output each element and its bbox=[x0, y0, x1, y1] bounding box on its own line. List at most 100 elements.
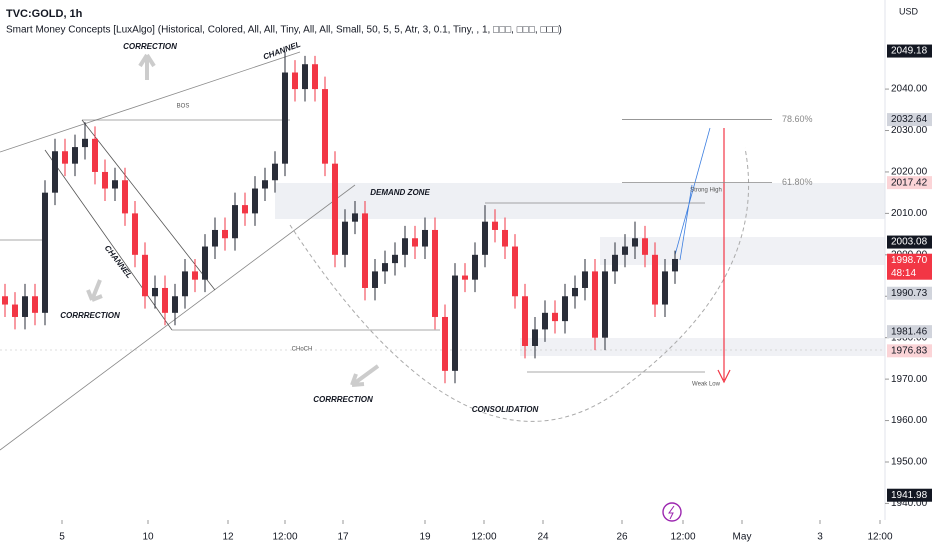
candle-body bbox=[562, 296, 568, 322]
candle-body bbox=[542, 312, 548, 330]
candle-body bbox=[412, 238, 418, 247]
candle-body bbox=[672, 258, 678, 272]
candle-body bbox=[442, 316, 448, 371]
price-tag bbox=[887, 286, 932, 300]
candle-body bbox=[142, 254, 148, 297]
x-tick-label: 10 bbox=[142, 532, 154, 543]
candle-body bbox=[332, 163, 338, 255]
candle-body bbox=[382, 263, 388, 272]
price-tag-label: 1941.98 bbox=[891, 490, 928, 501]
symbol: TVC:GOLD, 1h bbox=[6, 8, 83, 20]
annotation: CORRRECTION bbox=[313, 395, 373, 404]
price-tag-timer: 48:14 bbox=[891, 268, 916, 279]
annotation: CORRECTION bbox=[123, 42, 177, 51]
price-tag bbox=[887, 113, 932, 127]
candle-body bbox=[172, 296, 178, 313]
candle-body bbox=[652, 254, 658, 305]
candle-body bbox=[462, 275, 468, 280]
annotation: BOS bbox=[177, 104, 190, 110]
price-tag bbox=[887, 235, 932, 249]
x-tick-label: 26 bbox=[616, 532, 628, 543]
candle-body bbox=[502, 229, 508, 247]
y-tick-label: 1950.00 bbox=[891, 457, 928, 468]
candle-body bbox=[622, 246, 628, 255]
x-tick-label: 19 bbox=[419, 532, 431, 543]
price-tag-label: 2032.64 bbox=[891, 114, 928, 125]
candle-body bbox=[212, 229, 218, 247]
annotation: CORRRECTION bbox=[60, 311, 120, 320]
candle-body bbox=[82, 138, 88, 148]
candle-body bbox=[312, 64, 318, 90]
candle-body bbox=[632, 238, 638, 247]
candle-body bbox=[2, 296, 8, 305]
event-icon-bolt bbox=[668, 505, 675, 520]
price-tag bbox=[887, 253, 932, 280]
price-tag-label: 1981.46 bbox=[891, 326, 928, 337]
price-tag bbox=[887, 44, 932, 58]
annotation: Weak Low bbox=[692, 382, 721, 388]
candle-body bbox=[552, 312, 558, 322]
candle-body bbox=[122, 180, 128, 214]
candle-body bbox=[152, 287, 158, 297]
arrow-icon bbox=[350, 364, 380, 387]
arrow-icon bbox=[138, 53, 156, 80]
candle-body bbox=[452, 275, 458, 371]
candle-body bbox=[352, 213, 358, 222]
channel-line bbox=[0, 51, 301, 153]
price-tag-label: 2017.42 bbox=[891, 177, 928, 188]
x-tick-label: 12:00 bbox=[670, 532, 695, 543]
price-tag bbox=[887, 344, 932, 358]
x-tick-label: 12:00 bbox=[272, 532, 297, 543]
annotation: CHANNEL bbox=[103, 244, 134, 280]
candle-body bbox=[402, 238, 408, 255]
price-tag bbox=[887, 176, 932, 190]
candle-body bbox=[362, 213, 368, 288]
candle-body bbox=[472, 254, 478, 280]
y-tick-label: 1970.00 bbox=[891, 374, 928, 385]
y-tick-label: 2020.00 bbox=[891, 167, 928, 178]
price-tag-label: 1990.73 bbox=[891, 288, 928, 299]
candle-body bbox=[372, 271, 378, 288]
annotation: Strong High bbox=[690, 188, 722, 194]
price-tag-label: 1998.70 bbox=[891, 255, 928, 266]
price-tag-label: 2003.08 bbox=[891, 237, 928, 248]
annotation: CONSOLIDATION bbox=[472, 405, 539, 414]
x-tick-label: May bbox=[733, 532, 752, 543]
y-tick-label: 2040.00 bbox=[891, 84, 928, 95]
y-tick-label: 1960.00 bbox=[891, 415, 928, 426]
candle-body bbox=[12, 304, 18, 317]
consolidation-curve bbox=[289, 147, 749, 422]
candle-body bbox=[642, 238, 648, 255]
fib-label: 61.80% bbox=[782, 177, 813, 187]
candle-body bbox=[222, 229, 228, 239]
candle-body bbox=[162, 287, 168, 313]
candle-body bbox=[112, 180, 118, 189]
candle-body bbox=[242, 205, 248, 214]
price-tag bbox=[887, 325, 932, 339]
candle-body bbox=[422, 229, 428, 247]
candle-body bbox=[62, 151, 68, 164]
candle-body bbox=[52, 151, 58, 193]
candle-body bbox=[522, 296, 528, 346]
candle-body bbox=[432, 229, 438, 317]
candle-body bbox=[102, 171, 108, 189]
candle-body bbox=[602, 271, 608, 338]
candle-body bbox=[42, 192, 48, 313]
candle-body bbox=[582, 271, 588, 288]
candle-body bbox=[92, 138, 98, 172]
candle-body bbox=[342, 221, 348, 255]
candle-body bbox=[292, 72, 298, 90]
annotation: DEMAND ZONE bbox=[370, 188, 430, 197]
x-tick-label: 3 bbox=[817, 532, 823, 543]
candle-body bbox=[22, 296, 28, 317]
event-icon[interactable] bbox=[662, 502, 682, 522]
candle-body bbox=[322, 89, 328, 164]
channel-line bbox=[81, 119, 216, 291]
candle-body bbox=[272, 163, 278, 181]
candle-body bbox=[572, 287, 578, 297]
candle-body bbox=[182, 271, 188, 297]
annotation: CHoCH bbox=[292, 347, 313, 353]
x-tick-label: 5 bbox=[59, 532, 65, 543]
target-arrow bbox=[717, 128, 731, 384]
